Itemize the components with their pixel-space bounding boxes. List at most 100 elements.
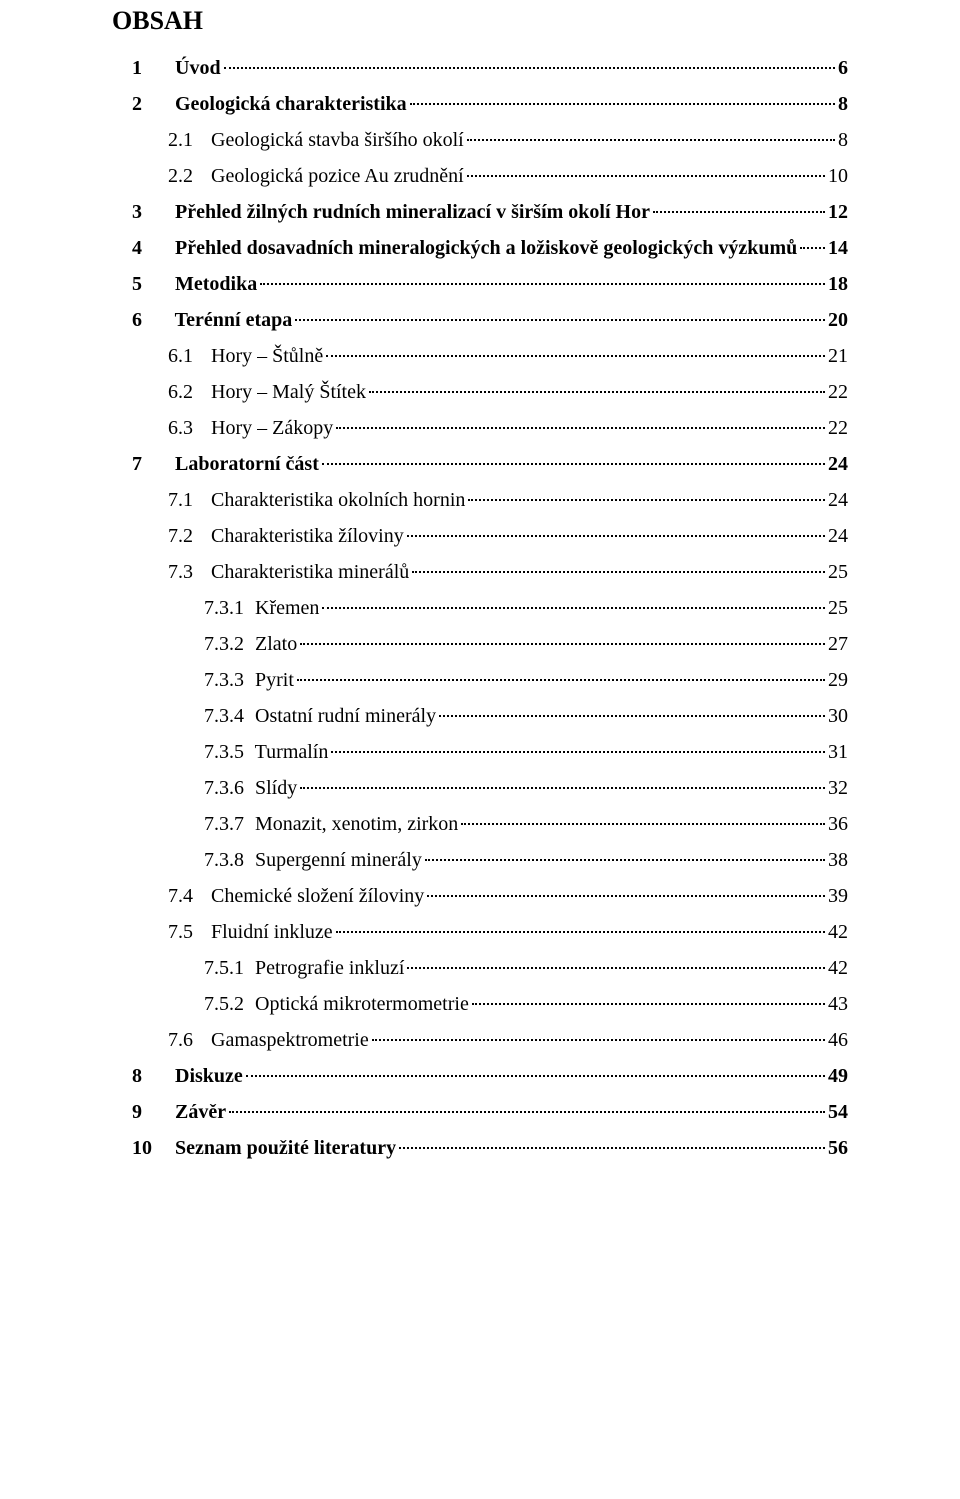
toc-entry: 7.1 Charakteristika okolních hornin 24 <box>168 484 848 516</box>
toc-leader-dots <box>439 715 825 717</box>
toc-entry-label: 7.3.7 Monazit, xenotim, zirkon <box>204 808 458 840</box>
toc-entry-number: 7.4 <box>168 880 206 912</box>
toc-entry-text: Seznam použité literatury <box>170 1137 396 1159</box>
toc-entry: 6.3 Hory – Zákopy 22 <box>168 412 848 444</box>
toc-entry: 7.3.8 Supergenní minerály38 <box>204 844 848 876</box>
toc-leader-dots <box>468 499 825 501</box>
toc-entry-label: 7.6 Gamaspektrometrie <box>168 1024 369 1056</box>
toc-entry-number: 6.1 <box>168 340 206 372</box>
toc-leader-dots <box>322 463 825 465</box>
toc-entry-label: 10 Seznam použité literatury <box>132 1132 396 1164</box>
toc-leader-dots <box>224 67 835 69</box>
toc-leader-dots <box>336 931 825 933</box>
toc-leader-dots <box>407 967 825 969</box>
toc-leader-dots <box>300 643 825 645</box>
toc-entry-label: 7.1 Charakteristika okolních hornin <box>168 484 465 516</box>
toc-entry-label: 1 Úvod <box>132 52 221 84</box>
toc-entry-text: Ostatní rudní minerály <box>250 705 436 727</box>
toc-entry: 7.6 Gamaspektrometrie46 <box>168 1024 848 1056</box>
toc-entry-text: Charakteristika minerálů <box>206 561 409 583</box>
toc-entry-text: Turmalín <box>250 741 328 763</box>
toc-entry-page: 24 <box>828 484 848 516</box>
toc-entry-text: Geologická charakteristika <box>170 93 407 115</box>
toc-entry: 7 Laboratorní část 24 <box>132 448 848 480</box>
toc-entry-label: 7.3.1 Křemen <box>204 592 319 624</box>
toc-entry-label: 7.3.6 Slídy <box>204 772 297 804</box>
toc-leader-dots <box>427 895 825 897</box>
toc-entry: 7.3.7 Monazit, xenotim, zirkon36 <box>204 808 848 840</box>
toc-entry-text: Gamaspektrometrie <box>206 1029 369 1051</box>
toc-entry-number: 2.2 <box>168 160 206 192</box>
toc-entry-text: Terénní etapa <box>170 309 292 331</box>
toc-entry-page: 18 <box>828 268 848 300</box>
toc-entry: 7.3.4 Ostatní rudní minerály30 <box>204 700 848 732</box>
toc-entry-number: 1 <box>132 52 170 84</box>
toc-entry-label: 7.5 Fluidní inkluze <box>168 916 333 948</box>
toc-entry: 7.2 Charakteristika žíloviny24 <box>168 520 848 552</box>
toc-entry-label: 7.3.8 Supergenní minerály <box>204 844 422 876</box>
toc-entry-text: Hory – Zákopy <box>206 417 333 439</box>
toc-leader-dots <box>331 751 825 753</box>
toc-entry-page: 42 <box>828 952 848 984</box>
toc-entry: 7.3.1 Křemen 25 <box>204 592 848 624</box>
toc-entry: 8 Diskuze49 <box>132 1060 848 1092</box>
toc-leader-dots <box>297 679 825 681</box>
toc-entry-number: 10 <box>132 1132 170 1164</box>
toc-entry-text: Geologická pozice Au zrudnění <box>206 165 464 187</box>
toc-entry-label: 2 Geologická charakteristika <box>132 88 407 120</box>
heading-obsah: OBSAH <box>112 0 848 42</box>
toc-entry: 7.3 Charakteristika minerálů25 <box>168 556 848 588</box>
toc-entry: 6.1 Hory – Štůlně 21 <box>168 340 848 372</box>
toc-entry-page: 8 <box>838 88 848 120</box>
toc-entry-label: 6.1 Hory – Štůlně <box>168 340 323 372</box>
toc-entry-number: 7 <box>132 448 170 480</box>
toc-entry-number: 7.3.2 <box>204 628 250 660</box>
toc-leader-dots <box>336 427 825 429</box>
toc-entry-page: 25 <box>828 592 848 624</box>
toc-leader-dots <box>322 607 825 609</box>
table-of-contents: 1 Úvod62 Geologická charakteristika82.1 … <box>112 52 848 1164</box>
toc-entry-page: 24 <box>828 520 848 552</box>
toc-entry-number: 7.6 <box>168 1024 206 1056</box>
toc-entry-label: 7.5.2 Optická mikrotermometrie <box>204 988 469 1020</box>
toc-entry-page: 29 <box>828 664 848 696</box>
toc-entry-label: 6.2 Hory – Malý Štítek <box>168 376 366 408</box>
toc-leader-dots <box>412 571 825 573</box>
toc-entry: 7.4 Chemické složení žíloviny 39 <box>168 880 848 912</box>
toc-entry-text: Laboratorní část <box>170 453 319 475</box>
toc-entry-text: Chemické složení žíloviny <box>206 885 424 907</box>
toc-entry: 10 Seznam použité literatury 56 <box>132 1132 848 1164</box>
toc-entry-text: Pyrit <box>250 669 294 691</box>
toc-entry-page: 8 <box>838 124 848 156</box>
toc-entry-text: Hory – Štůlně <box>206 345 323 367</box>
toc-entry-text: Hory – Malý Štítek <box>206 381 366 403</box>
toc-entry-page: 24 <box>828 448 848 480</box>
toc-entry-page: 12 <box>828 196 848 228</box>
toc-entry-number: 7.3.3 <box>204 664 250 696</box>
toc-entry: 7.5.2 Optická mikrotermometrie43 <box>204 988 848 1020</box>
toc-entry-text: Charakteristika žíloviny <box>206 525 404 547</box>
toc-entry: 2.1 Geologická stavba širšího okolí8 <box>168 124 848 156</box>
toc-entry-label: 7.3.5 Turmalín <box>204 736 328 768</box>
toc-leader-dots <box>229 1111 825 1113</box>
toc-entry-text: Přehled žilných rudních mineralizací v š… <box>170 201 650 223</box>
toc-entry-text: Závěr <box>170 1101 226 1123</box>
toc-leader-dots <box>326 355 825 357</box>
toc-entry-number: 6 <box>132 304 170 336</box>
toc-entry-number: 7.3.1 <box>204 592 250 624</box>
toc-leader-dots <box>425 859 825 861</box>
toc-entry-number: 6.3 <box>168 412 206 444</box>
toc-entry: 9 Závěr54 <box>132 1096 848 1128</box>
toc-entry-number: 7.3.6 <box>204 772 250 804</box>
toc-entry-page: 56 <box>828 1132 848 1164</box>
toc-leader-dots <box>260 283 825 285</box>
toc-entry-label: 6 Terénní etapa <box>132 304 292 336</box>
toc-entry-page: 22 <box>828 412 848 444</box>
toc-entry: 6.2 Hory – Malý Štítek22 <box>168 376 848 408</box>
toc-entry-page: 21 <box>828 340 848 372</box>
toc-entry: 6 Terénní etapa20 <box>132 304 848 336</box>
toc-entry-text: Křemen <box>250 597 319 619</box>
toc-entry: 2 Geologická charakteristika 8 <box>132 88 848 120</box>
toc-entry-page: 10 <box>828 160 848 192</box>
toc-entry-page: 39 <box>828 880 848 912</box>
